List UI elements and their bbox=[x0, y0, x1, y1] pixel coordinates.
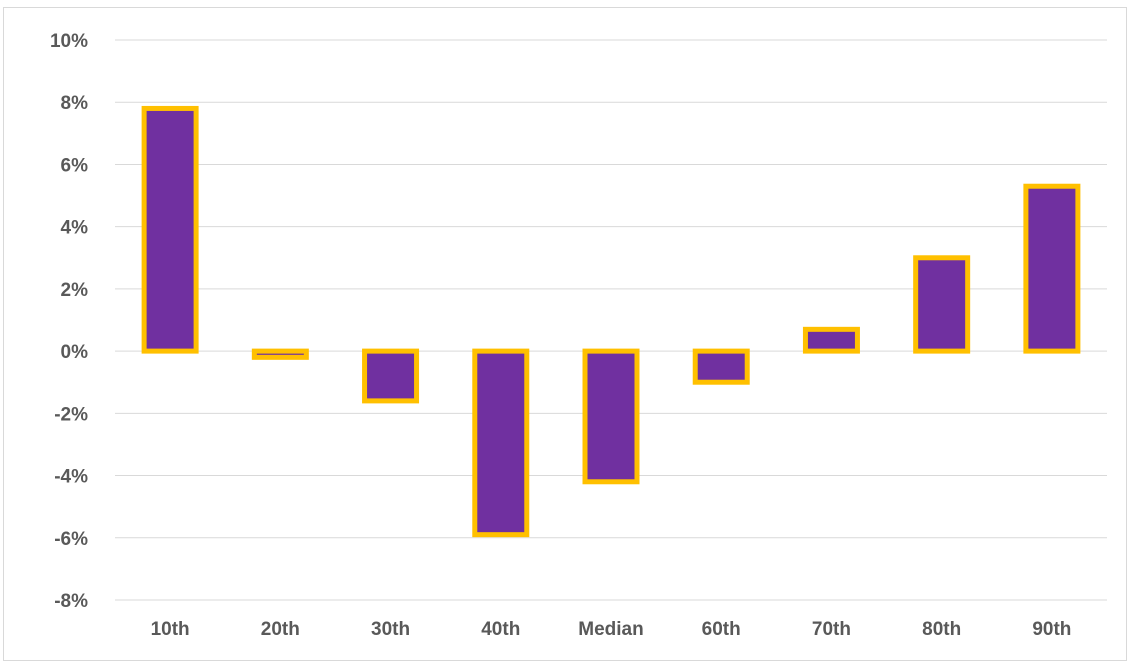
y-tick-label: 10% bbox=[50, 31, 88, 52]
x-tick-label: 60th bbox=[702, 619, 741, 640]
x-tick-label: 20th bbox=[261, 619, 300, 640]
y-tick-label: 0% bbox=[61, 342, 89, 363]
bar-40th bbox=[472, 348, 530, 538]
y-tick-label: -8% bbox=[54, 591, 88, 612]
bar-60th bbox=[692, 348, 750, 385]
bar-20th bbox=[251, 348, 309, 360]
y-tick-label: 8% bbox=[61, 93, 89, 114]
bar-90th bbox=[1023, 183, 1081, 354]
x-tick-label: 90th bbox=[1032, 619, 1071, 640]
x-tick-label: Median bbox=[578, 619, 643, 640]
y-tick-label: 6% bbox=[61, 155, 89, 176]
y-tick-label: 2% bbox=[61, 280, 89, 301]
bars bbox=[141, 105, 1081, 538]
bar-80th bbox=[913, 255, 971, 354]
y-tick-label: -6% bbox=[54, 529, 88, 550]
x-tick-label: 30th bbox=[371, 619, 410, 640]
x-tick-label: 80th bbox=[922, 619, 961, 640]
y-tick-label: -4% bbox=[54, 467, 88, 488]
y-tick-label: -2% bbox=[54, 404, 88, 425]
bar-10th bbox=[141, 105, 199, 354]
x-axis-tick-labels: 10th 20th 30th 40th Median 60th 70th 80th 90th bbox=[151, 619, 1072, 640]
bar-median bbox=[582, 348, 640, 485]
x-tick-label: 40th bbox=[481, 619, 520, 640]
bar-70th bbox=[802, 326, 860, 354]
y-tick-label: 4% bbox=[61, 218, 89, 239]
bar-30th bbox=[362, 348, 420, 404]
x-tick-label: 70th bbox=[812, 619, 851, 640]
x-tick-label: 10th bbox=[151, 619, 190, 640]
y-axis-tick-labels: 10% 8% 6% 4% 2% 0% -2% -4% -6% -8% bbox=[50, 31, 88, 612]
